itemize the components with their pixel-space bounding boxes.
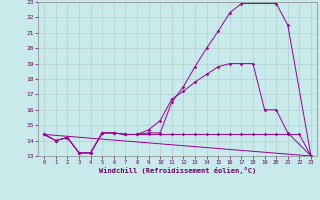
X-axis label: Windchill (Refroidissement éolien,°C): Windchill (Refroidissement éolien,°C) xyxy=(99,167,256,174)
